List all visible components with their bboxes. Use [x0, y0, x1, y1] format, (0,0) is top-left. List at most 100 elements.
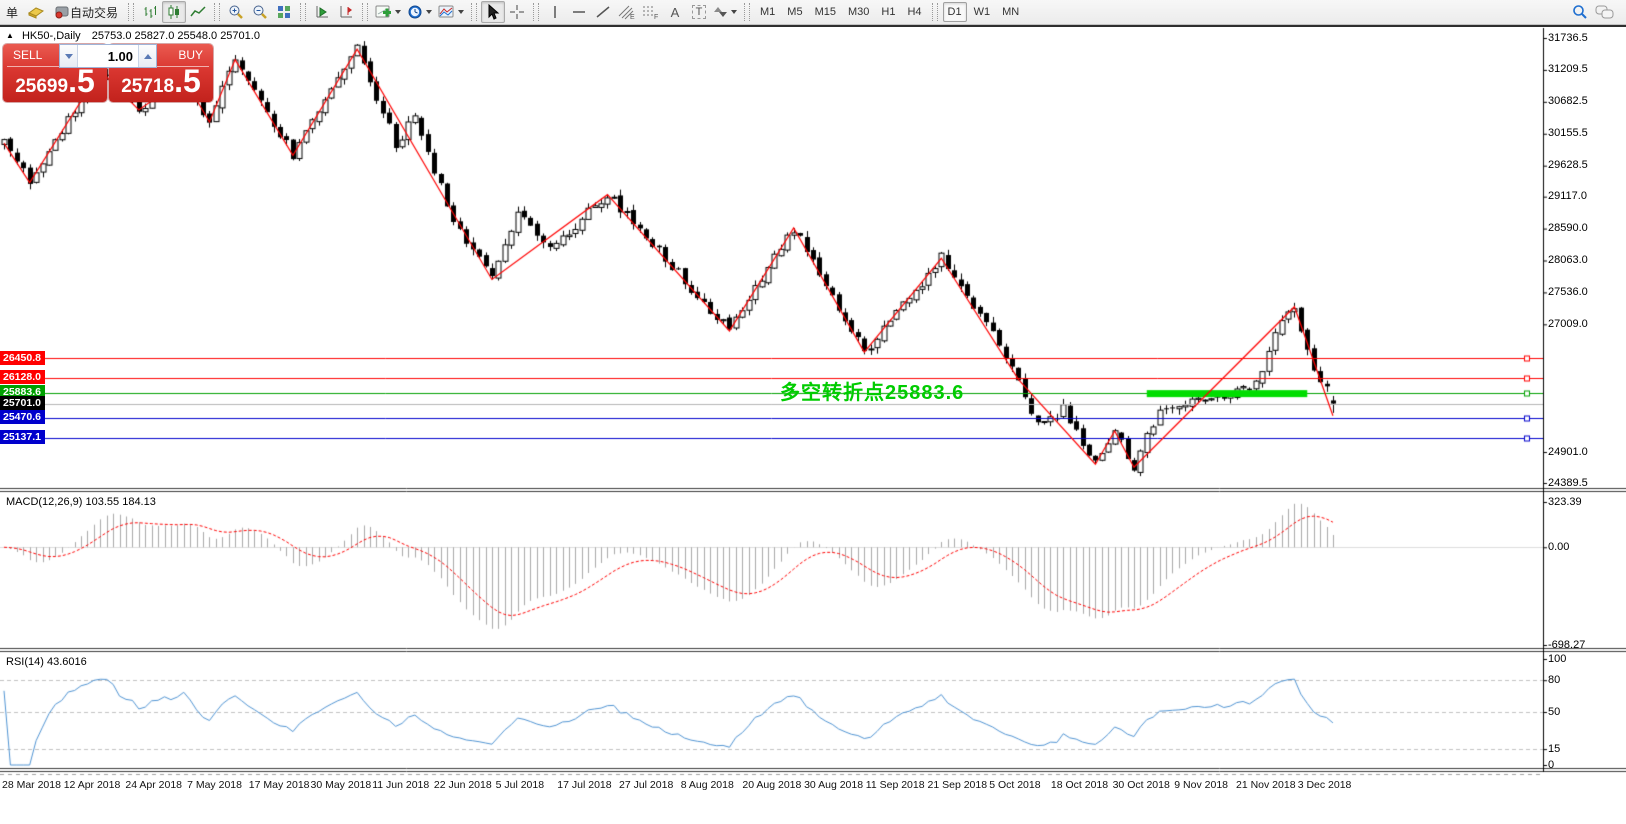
- timeframe-button-m15[interactable]: M15: [810, 2, 841, 22]
- bar-chart-icon: [144, 6, 157, 18]
- trendline-icon: [596, 6, 610, 18]
- buy-price: 25718.5: [121, 63, 201, 99]
- tile-windows-button[interactable]: [272, 1, 296, 23]
- timeframe-button-m1[interactable]: M1: [755, 2, 780, 22]
- chat-bubbles-icon: [1595, 5, 1614, 19]
- toolbar-separator: [128, 3, 135, 21]
- chart-title: ▲ HK50-,Daily 25753.0 25827.0 25548.0 25…: [6, 30, 260, 42]
- fibonacci-icon: F: [643, 6, 658, 20]
- zoom-out-icon: [253, 5, 267, 19]
- toolbar-right-group: [1568, 1, 1626, 23]
- templates-dropdown-caret: [458, 10, 465, 14]
- buy-button[interactable]: BUY 25718.5: [109, 44, 213, 102]
- turning-point-annotation: 多空转折点25883.6: [780, 382, 965, 404]
- volume-increase-button[interactable]: [138, 45, 156, 67]
- timeframe-button-h1[interactable]: H1: [876, 2, 900, 22]
- vertical-line-icon: [554, 6, 556, 18]
- periods-clock-icon: [408, 5, 422, 19]
- autotrading-icon: [55, 6, 69, 19]
- caret-down-icon: [64, 53, 73, 59]
- label-tool-icon: T: [691, 5, 707, 19]
- vertical-line-tool-button[interactable]: [543, 1, 567, 23]
- timeframe-button-mn[interactable]: MN: [997, 2, 1024, 22]
- line-chart-button[interactable]: [186, 1, 210, 23]
- fibonacci-tool-button[interactable]: F: [639, 1, 663, 23]
- search-button[interactable]: [1568, 1, 1592, 23]
- indicators-button[interactable]: [372, 1, 404, 23]
- crosshair-tool-button[interactable]: [505, 1, 529, 23]
- chat-button[interactable]: [1592, 1, 1618, 23]
- timeframe-button-h4[interactable]: H4: [902, 2, 926, 22]
- candlestick-chart-button[interactable]: [162, 1, 187, 23]
- toolbar-separator: [931, 3, 938, 21]
- toolbar-separator: [362, 3, 369, 21]
- arrows-dropdown-caret: [731, 10, 738, 14]
- equidistant-channel-icon: E: [618, 5, 635, 20]
- tile-windows-icon: [278, 6, 291, 18]
- volume-decrease-button[interactable]: [60, 45, 78, 67]
- order-button-label: 单: [5, 5, 18, 20]
- timeframe-group: M1 M5 M15 M30 H1 H4 D1 W1 MN: [754, 2, 1025, 22]
- indicators-icon: [375, 5, 392, 18]
- search-icon: [1573, 5, 1587, 19]
- panel-divider: [7, 66, 103, 67]
- panel-divider: [113, 66, 209, 67]
- toolbar-separator: [300, 3, 307, 21]
- chart-shift-icon: [340, 6, 353, 18]
- toolbar-separator: [533, 3, 540, 21]
- timeframe-button-d1[interactable]: D1: [942, 2, 967, 22]
- timeframe-button-m5[interactable]: M5: [782, 2, 807, 22]
- autotrading-label: 自动交易: [70, 5, 119, 20]
- bar-chart-button[interactable]: [138, 1, 162, 23]
- templates-icon: [438, 5, 454, 18]
- line-chart-icon: [190, 6, 206, 17]
- cursor-icon: [488, 4, 500, 20]
- label-tool-button[interactable]: T: [687, 1, 711, 23]
- toolbar-separator: [471, 3, 478, 21]
- templates-button[interactable]: [435, 1, 467, 23]
- auto-scroll-button[interactable]: [310, 1, 334, 23]
- trendline-tool-button[interactable]: [591, 1, 615, 23]
- indicators-dropdown-caret: [395, 10, 402, 14]
- sell-label: SELL: [13, 48, 43, 62]
- crosshair-icon: [510, 5, 525, 19]
- toolbar-separator: [214, 3, 221, 21]
- chart-ohlc-values: 25753.0 25827.0 25548.0 25701.0: [91, 30, 260, 42]
- toolbar: 单 自动交易: [0, 0, 1626, 25]
- arrows-shapes-icon: [714, 7, 728, 17]
- horizontal-line-tool-button[interactable]: [567, 1, 591, 23]
- volume-input[interactable]: 1.00: [107, 48, 133, 64]
- svg-text:E: E: [630, 14, 635, 20]
- periods-dropdown-caret: [426, 10, 433, 14]
- auto-scroll-icon: [316, 6, 329, 18]
- text-tool-button[interactable]: A: [663, 1, 687, 23]
- svg-text:F: F: [654, 14, 658, 20]
- caret-up-icon: [143, 53, 152, 59]
- arrows-tool-button[interactable]: [711, 1, 740, 23]
- new-order-icon: [27, 7, 45, 19]
- text-tool-icon: A: [670, 4, 680, 20]
- toolbar-separator: [744, 3, 751, 21]
- new-order-button[interactable]: [24, 1, 48, 23]
- buy-label: BUY: [178, 48, 203, 62]
- horizontal-line-icon: [573, 11, 586, 13]
- order-button-partial[interactable]: 单: [0, 1, 24, 23]
- autotrading-button[interactable]: 自动交易: [48, 1, 124, 23]
- one-click-trading-panel: SELL 25699.5 BUY 25718.5 1.00: [3, 44, 213, 102]
- volume-control: 1.00: [59, 44, 157, 68]
- zoom-in-button[interactable]: [224, 1, 248, 23]
- window-border: [0, 25, 1626, 27]
- periods-button[interactable]: [404, 1, 435, 23]
- zoom-out-button[interactable]: [248, 1, 272, 23]
- zoom-in-icon: [229, 5, 243, 19]
- chart-shift-button[interactable]: [334, 1, 358, 23]
- collapse-panel-icon[interactable]: ▲: [6, 31, 14, 40]
- candlestick-chart-icon: [168, 5, 180, 19]
- timeframe-button-w1[interactable]: W1: [969, 2, 996, 22]
- timeframe-button-m30[interactable]: M30: [843, 2, 874, 22]
- channel-tool-button[interactable]: E: [615, 1, 639, 23]
- sell-price: 25699.5: [15, 63, 95, 99]
- cursor-tool-button[interactable]: [481, 1, 506, 23]
- chart-symbol-period: HK50-,Daily: [21, 30, 81, 42]
